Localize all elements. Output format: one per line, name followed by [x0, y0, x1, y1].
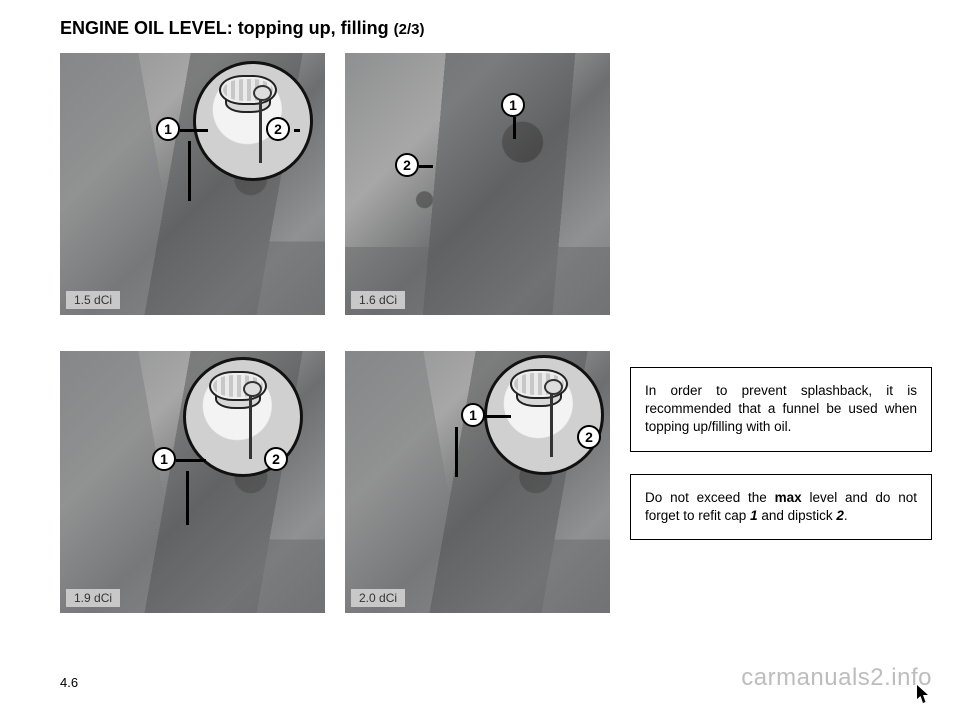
manual-page: ENGINE OIL LEVEL: topping up, filling (2…: [0, 0, 960, 710]
callout-2: 2: [266, 117, 290, 141]
spacer: [630, 53, 932, 315]
engine-label: 1.9 dCi: [66, 589, 120, 607]
figure-2-0-dci: 29611 1 2 2.0 dCi: [345, 351, 610, 613]
callout-1-lead: [176, 459, 206, 462]
dipstick-icon: [249, 389, 252, 459]
funnel-text: In order to prevent splashback, it is re…: [645, 383, 917, 434]
max-and: and dip­stick: [758, 508, 837, 523]
callout-1-lead: [485, 415, 511, 418]
callout-1-lead: [180, 129, 208, 132]
max-level-note: Do not exceed the max level and do not f…: [630, 474, 932, 540]
cursor-icon: [916, 684, 930, 704]
engine-label: 1.5 dCi: [66, 291, 120, 309]
figure-1-6-dci: 33311 1 2 1.6 dCi: [345, 53, 610, 315]
funnel-note: In order to prevent splashback, it is re…: [630, 367, 932, 452]
figure-1-5-dci: 29031 1 2 1.5 dCi: [60, 53, 325, 315]
dipstick-icon: [259, 93, 262, 163]
max-end: .: [844, 508, 848, 523]
page-title: ENGINE OIL LEVEL: topping up, filling (2…: [60, 18, 932, 39]
figure-grid: 29031 1 2 1.5 dCi 33311 1 2 1.6 dCi: [60, 53, 932, 613]
dipstick-icon: [550, 387, 553, 457]
max-pre: Do not exceed the: [645, 490, 775, 505]
oil-cap-detail: [193, 61, 313, 181]
callout-1: 1: [152, 447, 176, 471]
max-cap-num: 1: [750, 508, 758, 523]
callout-1-vlead: [188, 141, 191, 201]
callout-1: 1: [156, 117, 180, 141]
callout-1: 1: [501, 93, 525, 117]
engine-label: 2.0 dCi: [351, 589, 405, 607]
callout-2-lead: [419, 165, 433, 168]
max-stick-num: 2: [836, 508, 844, 523]
figure-1-9-dci: 29576 1 2 1.9 dCi: [60, 351, 325, 613]
title-main: ENGINE OIL LEVEL: topping up, filling: [60, 18, 394, 38]
engine-label: 1.6 dCi: [351, 291, 405, 309]
callout-2: 2: [577, 425, 601, 449]
callout-1: 1: [461, 403, 485, 427]
title-sub: (2/3): [394, 21, 425, 38]
callout-1-vlead: [455, 427, 458, 477]
notes-column: In order to prevent splashback, it is re…: [630, 351, 932, 613]
max-word: max: [775, 490, 802, 505]
callout-2-lead: [294, 129, 300, 132]
page-number: 4.6: [60, 675, 78, 690]
callout-1-lead: [513, 117, 516, 139]
callout-2: 2: [395, 153, 419, 177]
watermark: carmanuals2.info: [741, 664, 932, 692]
callout-2: 2: [264, 447, 288, 471]
callout-1-vlead: [186, 471, 189, 525]
